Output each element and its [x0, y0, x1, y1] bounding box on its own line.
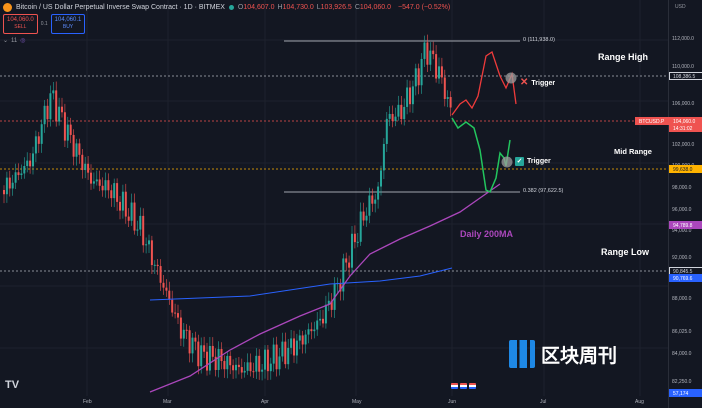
- price-tick: 112,000.0: [672, 36, 694, 42]
- chart-header: Bitcoin / US Dollar Perpetual Inverse Sw…: [0, 0, 671, 14]
- bullish-projection-path: [451, 117, 511, 194]
- tradingview-logo-icon[interactable]: TV: [5, 379, 20, 391]
- price-tick: 84,000.0: [672, 351, 692, 357]
- sell-label: SELL: [14, 24, 27, 30]
- symbol-title[interactable]: Bitcoin / US Dollar Perpetual Inverse Sw…: [16, 3, 225, 11]
- trigger-circle-top[interactable]: [505, 72, 517, 84]
- price-axis[interactable]: USD 112,000.0 110,000.0 106,000.0 102,000.0…: [635, 0, 702, 408]
- ohlc-label: O: [237, 3, 244, 11]
- range-low-label: Range Low: [601, 247, 650, 257]
- price-tag: 108,386.5: [669, 72, 702, 80]
- time-label: Jul: [540, 399, 547, 405]
- chevron-down-icon[interactable]: ⌄: [3, 38, 9, 44]
- trigger-bottom-label: Trigger: [527, 158, 551, 165]
- trade-buttons: 104,060.0 SELL 0.1 104,060.1 BUY: [3, 14, 86, 34]
- price-tick: 92,000.0: [672, 255, 692, 261]
- bitcoin-icon: [3, 2, 12, 12]
- buy-button[interactable]: 104,060.1 BUY: [50, 14, 86, 34]
- event-flags[interactable]: [451, 383, 476, 389]
- price-tag: BTCUSD.P: [635, 117, 669, 125]
- price-tag: 57,174: [669, 389, 702, 397]
- buy-price: 104,060.1: [54, 17, 82, 23]
- ohlc-value: 104,607.0: [243, 3, 275, 11]
- range-high-label: Range High: [598, 52, 649, 62]
- price-tag: 14:31:02: [669, 124, 702, 132]
- ohlc-value: 103,926.5: [320, 3, 352, 11]
- price-tick: 86,025.0: [672, 329, 692, 335]
- price-tag: 90,769.6: [669, 274, 702, 282]
- settings-circle-icon[interactable]: ◎: [20, 38, 26, 44]
- fib-level-0-label: 0 (111,938.0): [523, 37, 555, 43]
- blue-moving-average: [149, 267, 453, 301]
- price-tag: 99,638.0: [669, 165, 702, 173]
- time-label: Feb: [83, 399, 92, 405]
- time-label: Jun: [448, 399, 457, 405]
- sell-button[interactable]: 104,060.0 SELL: [3, 14, 38, 34]
- x-mark-icon: ✕: [520, 77, 529, 88]
- trigger-circle-bottom[interactable]: [501, 156, 513, 168]
- us-flag-icon[interactable]: [451, 383, 458, 389]
- ohlc-label: L: [316, 3, 321, 11]
- ohlc-values: O104,607.0 H104,730.0 L103,926.5 C104,060.0: [238, 4, 394, 11]
- candlestick-series: [3, 34, 452, 381]
- chart-plot-area[interactable]: [0, 0, 668, 396]
- price-tick: 82,250.0: [672, 379, 692, 385]
- check-mark-icon: ✓: [515, 157, 524, 166]
- fib-level-382-label: 0.382 (97,622.5): [523, 188, 564, 194]
- watermark-logo-icon: [509, 340, 535, 368]
- us-flag-icon[interactable]: [460, 383, 467, 389]
- buy-label: BUY: [62, 24, 74, 30]
- price-change: −547.0 (−0.52%): [398, 3, 451, 11]
- market-status-icon: [228, 4, 234, 10]
- spread-value: 0.1: [40, 21, 48, 27]
- indicator-count: 11: [11, 37, 18, 44]
- ohlc-value: 104,730.0: [282, 3, 314, 11]
- price-tick: 96,000.0: [672, 207, 692, 213]
- ohlc-label: H: [277, 3, 283, 11]
- mid-range-label: Mid Range: [614, 147, 652, 156]
- sell-price: 104,060.0: [7, 17, 34, 23]
- time-label: May: [352, 399, 362, 405]
- ohlc-label: C: [354, 3, 360, 11]
- price-tick: 102,000.0: [672, 142, 695, 148]
- currency-label[interactable]: USD: [675, 4, 686, 10]
- ohlc-value: 104,060.0: [359, 3, 392, 11]
- time-label: Aug: [635, 399, 644, 405]
- price-tick: 110,000.0: [672, 64, 694, 70]
- price-tick: 98,000.0: [672, 185, 692, 191]
- price-tick: 106,000.0: [672, 101, 695, 107]
- watermark-text: 区块周刊: [541, 345, 618, 367]
- bearish-projection-path: [451, 50, 517, 116]
- price-tick: 94,000.0: [672, 228, 692, 234]
- time-label: Apr: [261, 399, 269, 405]
- trigger-top-label: Trigger: [531, 79, 556, 87]
- price-tick: 88,000.0: [672, 296, 692, 302]
- trigger-top: ✕ Trigger: [520, 77, 556, 88]
- daily-200ma-line: [149, 183, 501, 393]
- us-flag-icon[interactable]: [469, 383, 476, 389]
- indicators-row[interactable]: ⌄ 11 ◎: [3, 37, 26, 45]
- price-tag: 94,789.8: [669, 221, 702, 229]
- trigger-bottom: ✓ Trigger: [515, 157, 551, 166]
- time-axis[interactable]: Feb Mar Apr May Jun Jul Aug: [0, 396, 668, 408]
- watermark: 区块周刊: [509, 340, 617, 368]
- time-label: Mar: [163, 399, 172, 405]
- daily-200ma-label: Daily 200MA: [460, 229, 514, 239]
